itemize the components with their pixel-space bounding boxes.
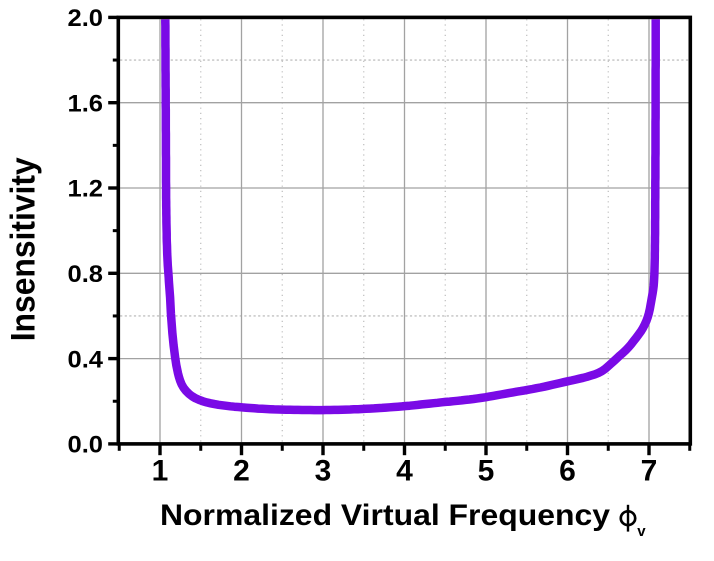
- svg-text:0.4: 0.4: [68, 346, 104, 373]
- svg-text:6: 6: [559, 454, 576, 487]
- svg-text:1: 1: [152, 454, 169, 487]
- svg-text:2: 2: [233, 454, 250, 487]
- svg-text:Insensitivity: Insensitivity: [5, 157, 43, 341]
- svg-text:2.0: 2.0: [68, 5, 104, 32]
- svg-text:v: v: [637, 523, 646, 540]
- svg-text:7: 7: [641, 454, 658, 487]
- svg-text:1.2: 1.2: [68, 176, 104, 203]
- svg-text:1.6: 1.6: [68, 90, 104, 117]
- svg-text:4: 4: [396, 454, 413, 487]
- svg-text:5: 5: [478, 454, 495, 487]
- svg-text:3: 3: [315, 454, 332, 487]
- svg-text:0.8: 0.8: [68, 261, 104, 288]
- svg-text:0.0: 0.0: [68, 432, 104, 459]
- svg-text:Normalized Virtual Frequency: Normalized Virtual Frequency: [160, 499, 610, 532]
